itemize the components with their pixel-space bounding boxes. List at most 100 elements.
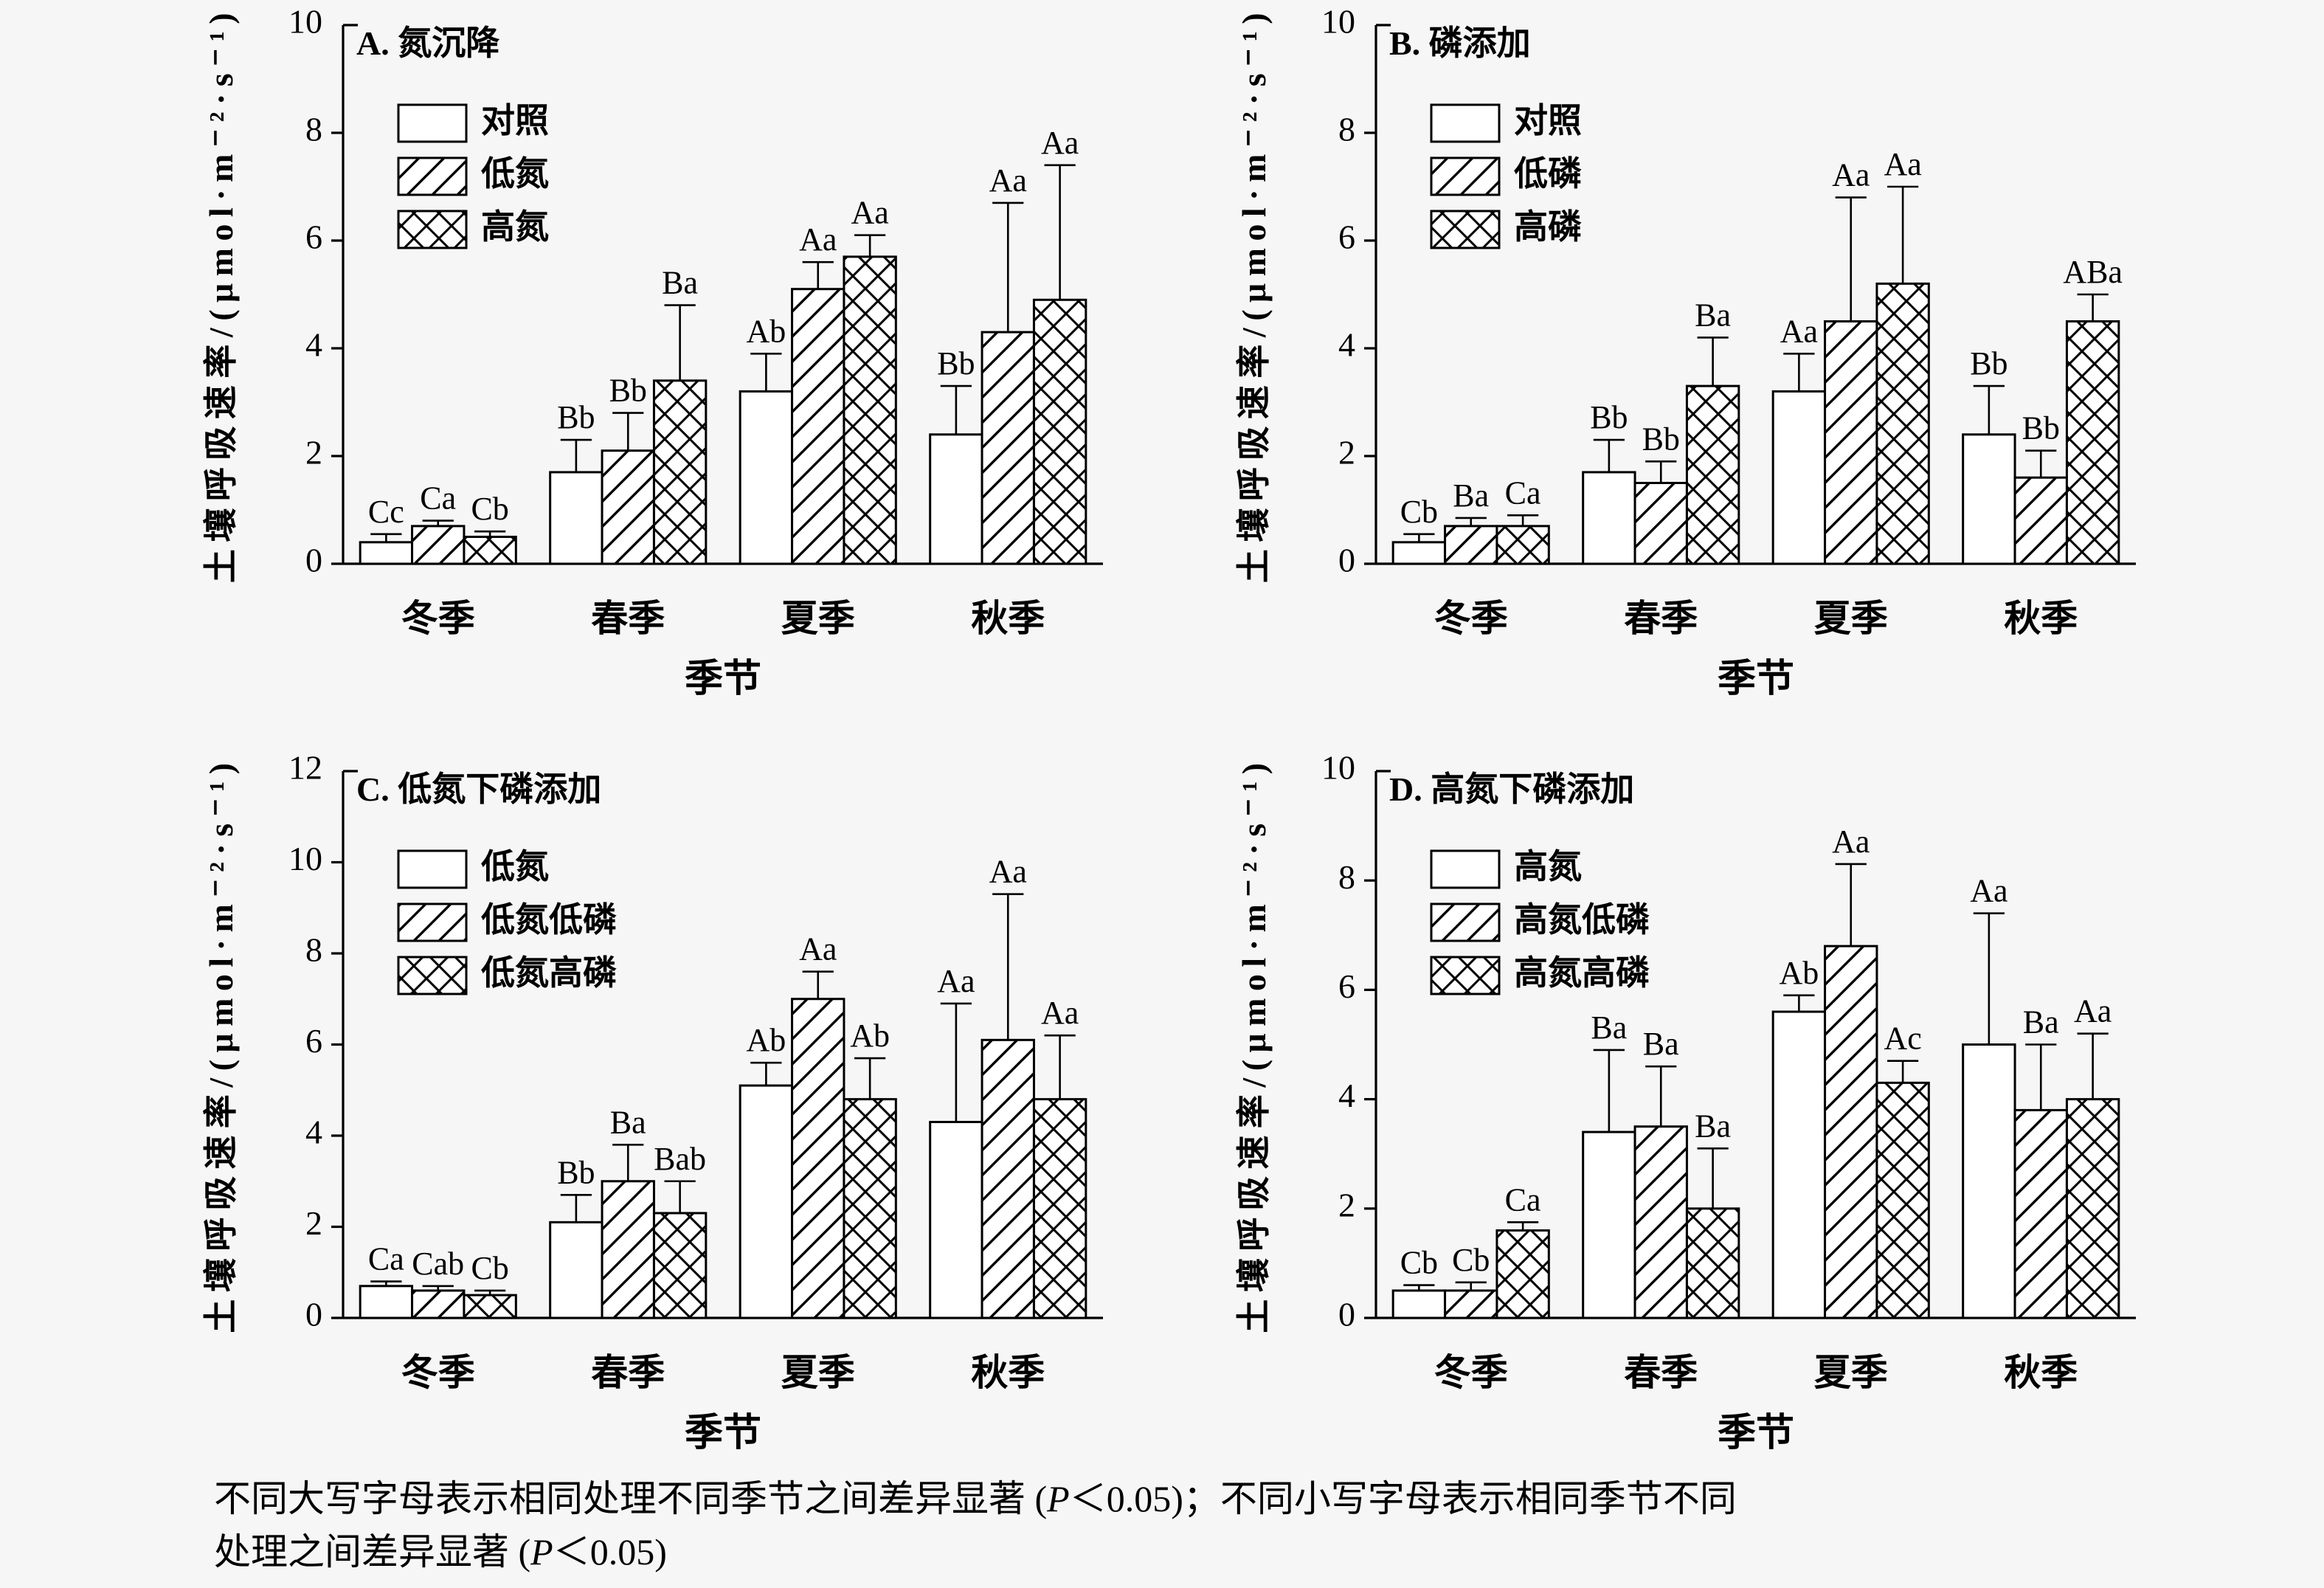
svg-text:Ba: Ba bbox=[2023, 1004, 2059, 1040]
svg-text:B. 磷添加: B. 磷添加 bbox=[1389, 24, 1531, 62]
svg-text:4: 4 bbox=[305, 326, 322, 364]
svg-text:Aa: Aa bbox=[1832, 157, 1870, 193]
svg-text:Ab: Ab bbox=[1779, 955, 1819, 991]
svg-text:高氮低磷: 高氮低磷 bbox=[1514, 900, 1650, 939]
svg-text:0: 0 bbox=[305, 542, 322, 579]
svg-text:Aa: Aa bbox=[799, 931, 837, 967]
svg-text:Aa: Aa bbox=[989, 162, 1027, 198]
svg-text:Ca: Ca bbox=[1505, 1181, 1541, 1218]
svg-text:Aa: Aa bbox=[1832, 824, 1870, 860]
svg-text:Cab: Cab bbox=[412, 1246, 464, 1282]
svg-text:Aa: Aa bbox=[1041, 995, 1079, 1031]
svg-text:夏季: 夏季 bbox=[781, 1352, 855, 1393]
svg-text:Ba: Ba bbox=[1643, 1026, 1679, 1062]
svg-text:低磷: 低磷 bbox=[1514, 154, 1582, 193]
svg-text:土壤呼吸速率/(μmol·m⁻²·s⁻¹): 土壤呼吸速率/(μmol·m⁻²·s⁻¹) bbox=[1235, 6, 1273, 583]
svg-text:4: 4 bbox=[305, 1114, 322, 1151]
svg-text:Ab: Ab bbox=[850, 1018, 890, 1054]
svg-text:冬季: 冬季 bbox=[1434, 598, 1508, 639]
svg-text:0: 0 bbox=[1338, 1296, 1355, 1333]
svg-text:Ba: Ba bbox=[662, 265, 698, 301]
svg-text:10: 10 bbox=[1321, 749, 1355, 787]
svg-text:8: 8 bbox=[305, 111, 322, 148]
svg-text:Bb: Bb bbox=[557, 399, 595, 435]
svg-text:12: 12 bbox=[288, 749, 322, 787]
svg-text:秋季: 秋季 bbox=[2004, 598, 2078, 639]
svg-text:高氮: 高氮 bbox=[481, 207, 549, 246]
svg-text:2: 2 bbox=[305, 434, 322, 472]
svg-text:4: 4 bbox=[1338, 326, 1355, 364]
svg-text:Aa: Aa bbox=[1041, 125, 1079, 161]
svg-text:春季: 春季 bbox=[591, 598, 665, 639]
svg-text:10: 10 bbox=[1321, 3, 1355, 41]
svg-text:季节: 季节 bbox=[1718, 657, 1794, 700]
svg-text:Aa: Aa bbox=[799, 221, 837, 258]
svg-text:低氮高磷: 低氮高磷 bbox=[481, 953, 617, 992]
svg-text:处理之间差异显著 (P＜0.05): 处理之间差异显著 (P＜0.05) bbox=[214, 1531, 667, 1573]
svg-text:春季: 春季 bbox=[1624, 1352, 1698, 1393]
svg-text:Aa: Aa bbox=[937, 963, 975, 999]
svg-text:冬季: 冬季 bbox=[1434, 1352, 1508, 1393]
svg-text:2: 2 bbox=[1338, 434, 1355, 472]
svg-text:10: 10 bbox=[288, 3, 322, 41]
svg-text:秋季: 秋季 bbox=[2004, 1352, 2078, 1393]
svg-text:8: 8 bbox=[305, 931, 322, 969]
svg-text:Ab: Ab bbox=[746, 1022, 786, 1058]
svg-text:6: 6 bbox=[305, 1022, 322, 1060]
svg-text:土壤呼吸速率/(μmol·m⁻²·s⁻¹): 土壤呼吸速率/(μmol·m⁻²·s⁻¹) bbox=[1235, 756, 1273, 1333]
svg-text:土壤呼吸速率/(μmol·m⁻²·s⁻¹): 土壤呼吸速率/(μmol·m⁻²·s⁻¹) bbox=[202, 6, 240, 583]
svg-text:Cb: Cb bbox=[471, 491, 508, 527]
svg-text:夏季: 夏季 bbox=[1814, 1352, 1888, 1393]
svg-text:Cc: Cc bbox=[368, 494, 404, 530]
svg-text:Bb: Bb bbox=[1590, 399, 1628, 435]
svg-text:Bb: Bb bbox=[937, 345, 975, 382]
svg-text:Ca: Ca bbox=[368, 1241, 404, 1277]
svg-text:高氮高磷: 高氮高磷 bbox=[1514, 953, 1650, 992]
svg-text:Bb: Bb bbox=[2022, 410, 2060, 446]
svg-text:Bb: Bb bbox=[557, 1154, 595, 1190]
svg-text:2: 2 bbox=[305, 1204, 322, 1242]
svg-text:Bb: Bb bbox=[609, 373, 647, 409]
svg-text:Aa: Aa bbox=[989, 854, 1027, 890]
svg-text:低氮: 低氮 bbox=[481, 847, 549, 886]
svg-text:春季: 春季 bbox=[1624, 598, 1698, 639]
svg-text:夏季: 夏季 bbox=[781, 598, 855, 639]
svg-text:ABa: ABa bbox=[2063, 254, 2123, 290]
svg-text:低氮: 低氮 bbox=[481, 154, 549, 193]
svg-text:D. 高氮下磷添加: D. 高氮下磷添加 bbox=[1389, 770, 1634, 808]
svg-text:6: 6 bbox=[1338, 967, 1355, 1005]
svg-text:秋季: 秋季 bbox=[971, 598, 1045, 639]
svg-text:Ba: Ba bbox=[1695, 297, 1731, 333]
svg-text:Bb: Bb bbox=[1642, 421, 1680, 457]
svg-text:10: 10 bbox=[288, 840, 322, 877]
svg-text:季节: 季节 bbox=[1718, 1412, 1794, 1454]
svg-text:对照: 对照 bbox=[1514, 101, 1582, 139]
svg-text:季节: 季节 bbox=[685, 1412, 761, 1454]
svg-text:Aa: Aa bbox=[1780, 313, 1818, 349]
svg-text:冬季: 冬季 bbox=[401, 1352, 475, 1393]
svg-text:高氮: 高氮 bbox=[1514, 847, 1582, 886]
svg-text:Cb: Cb bbox=[1400, 1245, 1438, 1281]
svg-text:2: 2 bbox=[1338, 1186, 1355, 1223]
svg-text:Cb: Cb bbox=[1400, 494, 1438, 530]
svg-text:4: 4 bbox=[1338, 1077, 1355, 1114]
svg-text:高磷: 高磷 bbox=[1514, 207, 1582, 246]
svg-text:春季: 春季 bbox=[591, 1352, 665, 1393]
svg-text:0: 0 bbox=[305, 1296, 322, 1333]
svg-text:Aa: Aa bbox=[2074, 993, 2112, 1029]
svg-text:Aa: Aa bbox=[1970, 873, 2007, 909]
svg-text:6: 6 bbox=[1338, 218, 1355, 256]
svg-text:Ca: Ca bbox=[1505, 474, 1541, 511]
svg-text:Cb: Cb bbox=[1452, 1242, 1490, 1278]
svg-text:8: 8 bbox=[1338, 111, 1355, 148]
svg-text:Ba: Ba bbox=[1453, 477, 1489, 514]
svg-text:Ac: Ac bbox=[1884, 1021, 1921, 1057]
svg-text:不同大写字母表示相同处理不同季节之间差异显著 (P＜0.05: 不同大写字母表示相同处理不同季节之间差异显著 (P＜0.05)；不同小写字母表示… bbox=[214, 1478, 1737, 1519]
svg-text:A. 氮沉降: A. 氮沉降 bbox=[356, 24, 499, 62]
svg-text:Ab: Ab bbox=[746, 313, 786, 349]
svg-text:低氮低磷: 低氮低磷 bbox=[481, 900, 617, 939]
svg-text:Ba: Ba bbox=[1591, 1009, 1627, 1046]
svg-text:Ba: Ba bbox=[1695, 1108, 1731, 1144]
svg-text:0: 0 bbox=[1338, 542, 1355, 579]
svg-text:秋季: 秋季 bbox=[971, 1352, 1045, 1393]
